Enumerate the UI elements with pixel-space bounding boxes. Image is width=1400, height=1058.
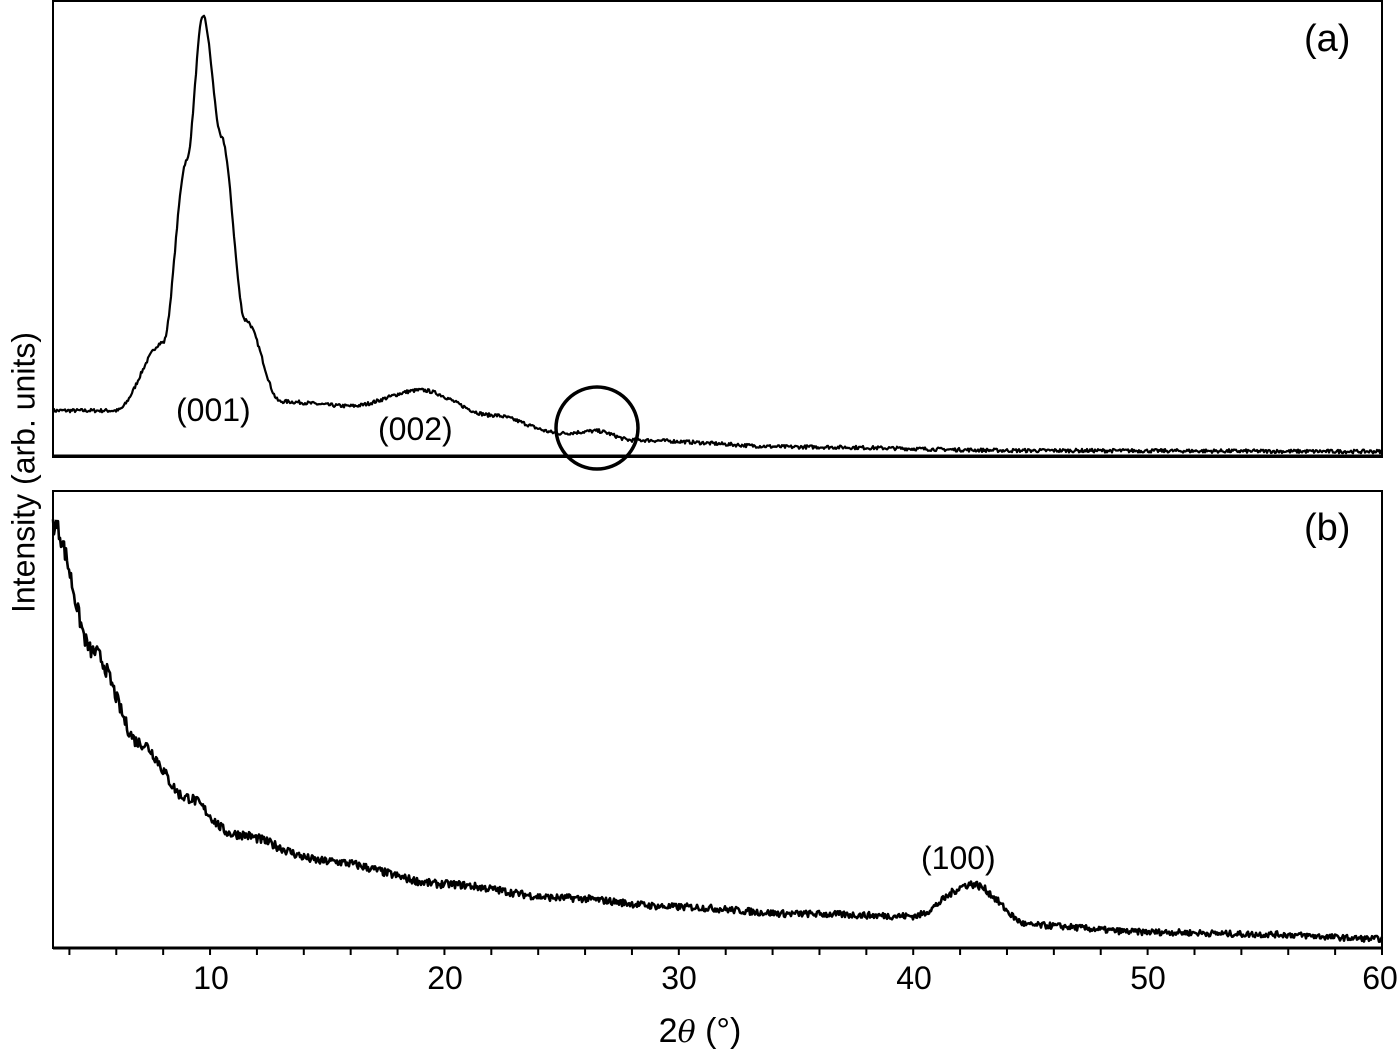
x-tick-label: 30	[661, 960, 697, 996]
x-tick-label: 60	[1362, 960, 1398, 996]
panel-a-frame	[52, 0, 1383, 458]
x-axis-label-prefix: 2	[658, 1012, 678, 1050]
x-tick-label: 40	[896, 960, 932, 996]
x-axis-label: 2θ (°)	[0, 1012, 1400, 1051]
peak-label-100: (100)	[921, 840, 996, 876]
x-tick-label: 50	[1130, 960, 1166, 996]
x-axis-ticks	[68, 948, 1383, 955]
xrd-curve-a	[51, 14, 1383, 455]
x-axis-label-suffix: (°)	[695, 1012, 742, 1050]
highlight-circle	[554, 385, 640, 471]
peak-label-001: (001)	[176, 392, 251, 428]
panel-a-label: (a)	[1304, 18, 1351, 60]
x-tick-label: 20	[427, 960, 463, 996]
x-tick-label: 10	[193, 960, 229, 996]
panel-b-frame	[52, 490, 1383, 949]
x-axis-label-theta: θ	[677, 1015, 696, 1050]
xrd-curve-b	[51, 519, 1384, 943]
y-axis-label: Intensity (arb. units)	[5, 332, 42, 613]
peak-label-002: (002)	[378, 411, 453, 447]
panel-b-label: (b)	[1304, 507, 1351, 549]
